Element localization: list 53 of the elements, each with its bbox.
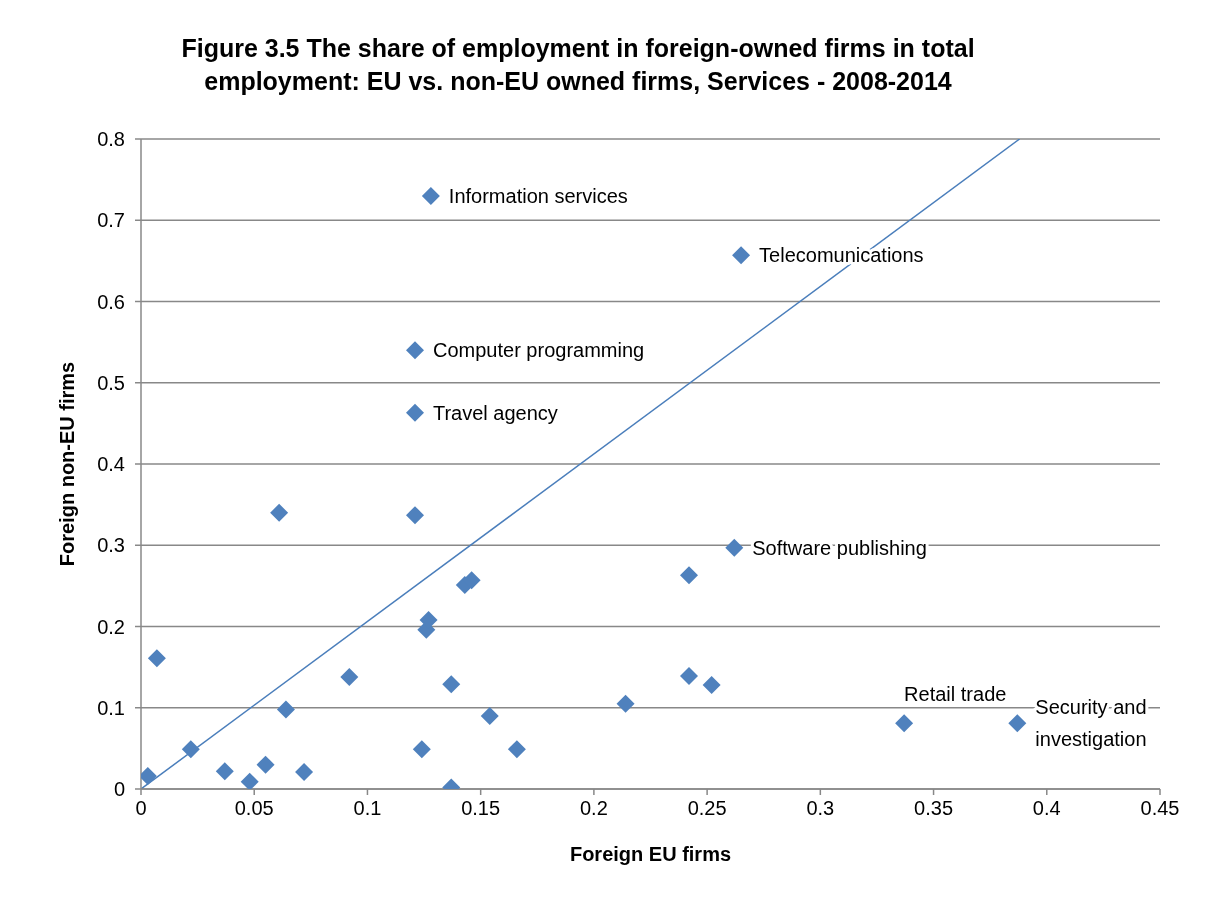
point bbox=[680, 667, 698, 686]
y-tick-label: 0.1 bbox=[97, 696, 125, 719]
point bbox=[340, 667, 359, 686]
point bbox=[215, 762, 234, 781]
point bbox=[147, 649, 166, 668]
y-tick-label: 0.4 bbox=[97, 453, 125, 476]
point bbox=[295, 762, 314, 781]
point bbox=[680, 566, 698, 585]
y-tick-label: 0.5 bbox=[97, 371, 125, 394]
x-tick-label: 0.4 bbox=[1032, 797, 1061, 820]
point bbox=[406, 341, 424, 360]
point bbox=[240, 772, 259, 789]
annotation: Computer programming bbox=[433, 339, 645, 362]
point bbox=[480, 706, 499, 725]
x-tick-label: 0.05 bbox=[234, 797, 274, 820]
point bbox=[442, 675, 461, 694]
point bbox=[412, 740, 431, 759]
x-tick-label: 0.2 bbox=[579, 797, 608, 820]
point bbox=[895, 714, 914, 733]
y-axis-title: Foreign non-EU firms bbox=[56, 361, 79, 567]
x-axis-title: Foreign EU firms bbox=[569, 843, 732, 866]
y-tick-label: 0.8 bbox=[97, 128, 125, 151]
point bbox=[732, 246, 751, 265]
x-tick-label: 0.1 bbox=[353, 797, 382, 820]
y-tick-label: 0.7 bbox=[97, 209, 125, 232]
point bbox=[276, 700, 295, 719]
point bbox=[421, 186, 440, 205]
x-tick-label: 0.45 bbox=[1140, 797, 1180, 820]
point bbox=[702, 676, 721, 694]
annotation: Security and investigation bbox=[1035, 696, 1147, 751]
point bbox=[1008, 714, 1027, 733]
x-tick-label: 0.35 bbox=[914, 797, 954, 820]
point bbox=[256, 755, 275, 774]
point bbox=[507, 740, 526, 759]
point bbox=[181, 740, 200, 759]
x-tick-label: 0.15 bbox=[461, 797, 501, 820]
point bbox=[406, 403, 424, 422]
point bbox=[616, 694, 635, 713]
x-tick-label: 0 bbox=[135, 797, 147, 820]
annotation: Retail trade bbox=[904, 683, 1007, 706]
annotation: Software publishing bbox=[752, 536, 927, 559]
y-tick-label: 0.2 bbox=[97, 615, 125, 638]
point bbox=[725, 538, 744, 557]
point bbox=[270, 503, 289, 522]
point bbox=[406, 506, 424, 525]
y-tick-label: 0.6 bbox=[97, 290, 125, 313]
y-tick-label: 0 bbox=[113, 778, 125, 801]
annotation: Travel agency bbox=[433, 401, 558, 424]
chart-title: Figure 3.5 The share of employment in foreign-owned firms in total employment: EU vs. non-EU owned firms, Services - 2008-2014 bbox=[180, 33, 976, 97]
annotation: Information services bbox=[448, 184, 628, 207]
x-tick-label: 0.25 bbox=[687, 797, 727, 820]
y-tick-label: 0.3 bbox=[97, 534, 125, 557]
x-tick-label: 0.3 bbox=[806, 797, 835, 820]
